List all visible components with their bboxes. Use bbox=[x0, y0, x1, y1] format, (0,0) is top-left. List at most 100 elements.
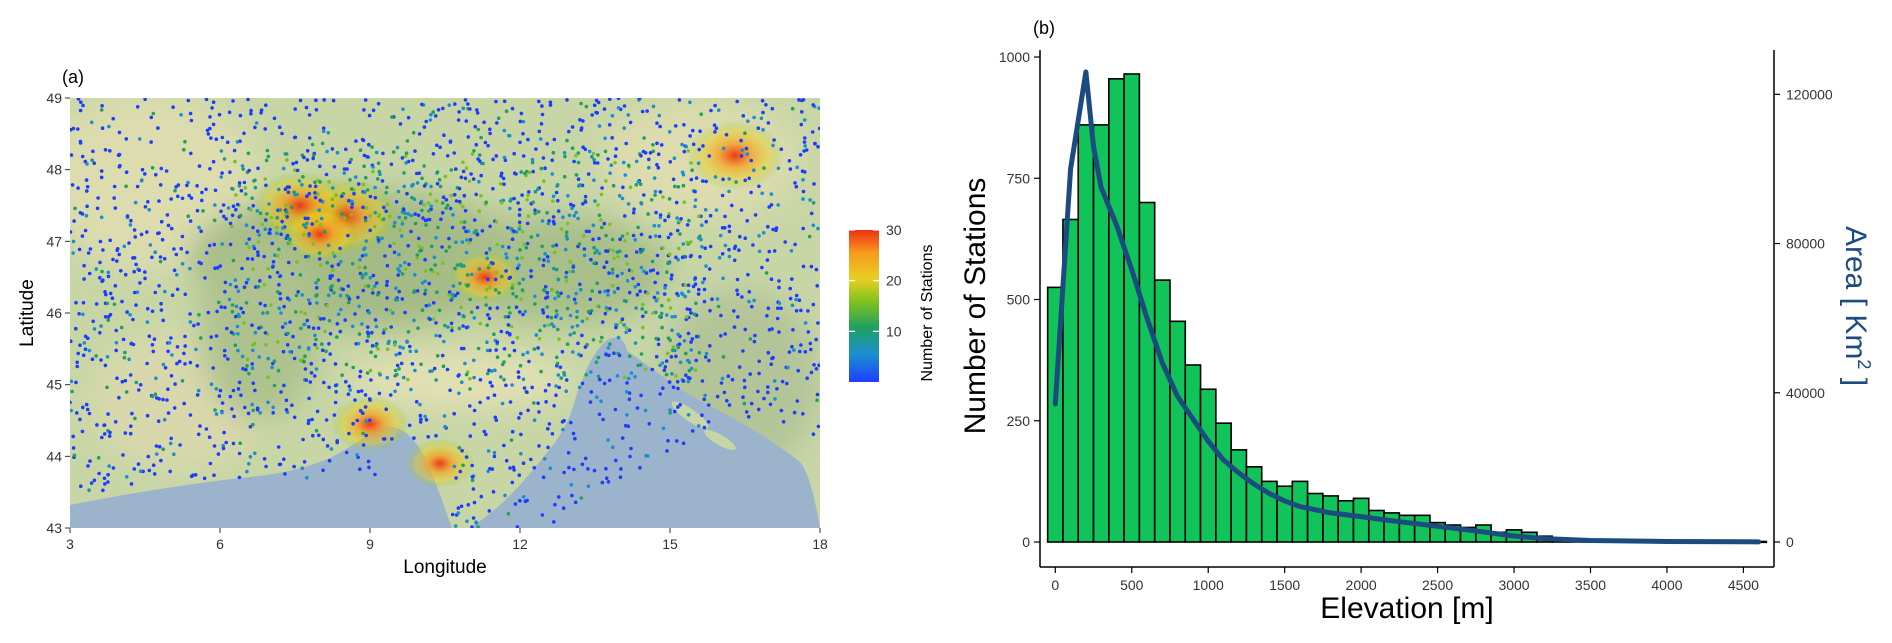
station-point bbox=[735, 99, 739, 104]
station-point bbox=[576, 151, 581, 155]
station-point bbox=[143, 98, 147, 102]
station-point bbox=[609, 163, 613, 167]
station-point bbox=[175, 287, 180, 292]
station-point bbox=[247, 462, 251, 466]
station-point bbox=[606, 293, 610, 297]
histogram-bar bbox=[1413, 514, 1431, 543]
station-point bbox=[117, 252, 121, 257]
station-point bbox=[311, 326, 316, 331]
station-point bbox=[697, 214, 701, 218]
station-point bbox=[785, 381, 789, 386]
station-point bbox=[228, 394, 233, 399]
station-point bbox=[435, 181, 440, 186]
station-point bbox=[422, 125, 427, 129]
station-point bbox=[514, 172, 518, 176]
map-y-tick-label: 43 bbox=[46, 520, 62, 536]
station-point bbox=[741, 114, 746, 118]
station-point bbox=[371, 169, 375, 174]
station-point bbox=[582, 247, 587, 251]
station-point bbox=[423, 288, 428, 293]
station-point bbox=[253, 330, 258, 335]
station-point bbox=[520, 193, 524, 197]
station-point bbox=[298, 98, 303, 103]
station-point bbox=[583, 200, 588, 204]
station-point bbox=[361, 288, 366, 293]
station-point bbox=[543, 284, 548, 289]
station-point bbox=[579, 287, 583, 292]
station-point bbox=[443, 174, 448, 179]
station-point bbox=[217, 112, 222, 117]
station-point bbox=[276, 445, 281, 449]
station-point bbox=[551, 199, 555, 203]
station-point bbox=[616, 106, 621, 110]
station-point bbox=[437, 308, 442, 313]
station-point bbox=[776, 166, 781, 171]
station-point bbox=[366, 334, 371, 339]
station-point bbox=[597, 236, 601, 241]
station-point bbox=[347, 297, 352, 301]
station-point bbox=[288, 241, 293, 246]
station-point bbox=[592, 261, 596, 266]
station-point bbox=[413, 273, 417, 277]
station-point bbox=[287, 260, 291, 265]
station-point bbox=[518, 207, 522, 212]
station-point bbox=[767, 249, 772, 254]
station-point bbox=[305, 475, 309, 480]
station-point bbox=[441, 364, 446, 369]
station-point bbox=[612, 256, 616, 261]
station-point bbox=[385, 185, 389, 190]
station-point bbox=[592, 103, 597, 108]
station-point bbox=[465, 284, 470, 288]
station-point bbox=[540, 219, 545, 223]
station-point bbox=[589, 390, 594, 394]
station-point bbox=[236, 289, 241, 294]
station-point bbox=[559, 316, 563, 321]
station-point bbox=[494, 99, 498, 104]
station-point bbox=[219, 209, 223, 214]
station-point bbox=[533, 208, 537, 212]
station-point bbox=[400, 222, 405, 226]
station-point bbox=[285, 215, 290, 219]
station-point bbox=[239, 393, 243, 398]
station-point bbox=[703, 246, 707, 250]
station-point bbox=[317, 433, 321, 438]
station-point bbox=[283, 472, 287, 476]
station-point bbox=[462, 225, 466, 230]
station-point bbox=[367, 113, 372, 118]
station-point bbox=[76, 127, 80, 131]
station-point bbox=[541, 475, 546, 480]
station-point bbox=[611, 183, 616, 188]
station-point bbox=[356, 389, 361, 394]
station-point bbox=[195, 393, 200, 397]
station-point bbox=[332, 413, 337, 417]
station-point bbox=[468, 434, 473, 438]
station-point bbox=[317, 208, 322, 212]
station-point bbox=[225, 140, 230, 145]
station-point bbox=[502, 128, 507, 133]
station-point bbox=[488, 306, 492, 311]
station-point bbox=[455, 291, 460, 296]
station-point bbox=[504, 252, 508, 256]
station-point bbox=[719, 313, 723, 318]
station-point bbox=[347, 384, 352, 389]
station-point bbox=[409, 229, 413, 234]
station-point bbox=[363, 216, 368, 220]
station-point bbox=[689, 366, 694, 371]
station-point bbox=[786, 365, 790, 370]
station-point bbox=[515, 525, 520, 528]
station-point bbox=[335, 150, 340, 155]
station-point bbox=[251, 408, 255, 413]
station-point bbox=[487, 263, 492, 268]
station-point bbox=[545, 254, 550, 259]
station-point bbox=[592, 157, 596, 162]
station-point bbox=[655, 121, 659, 125]
station-point bbox=[170, 293, 175, 298]
station-point bbox=[712, 123, 717, 127]
station-point bbox=[180, 234, 185, 239]
station-point bbox=[472, 422, 477, 426]
station-point bbox=[589, 257, 593, 262]
station-point bbox=[336, 278, 341, 283]
station-point bbox=[454, 476, 458, 480]
station-point bbox=[224, 440, 228, 445]
station-point bbox=[381, 151, 385, 156]
